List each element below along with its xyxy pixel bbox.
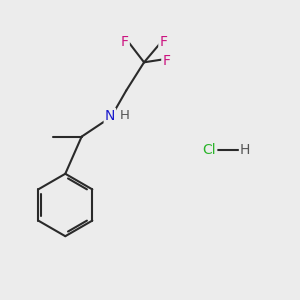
- Text: H: H: [120, 109, 130, 122]
- Text: F: F: [121, 34, 129, 49]
- Text: F: F: [162, 54, 170, 68]
- Text: H: H: [240, 143, 250, 157]
- Text: Cl: Cl: [202, 143, 216, 157]
- Text: F: F: [159, 34, 167, 49]
- Text: N: N: [105, 109, 115, 123]
